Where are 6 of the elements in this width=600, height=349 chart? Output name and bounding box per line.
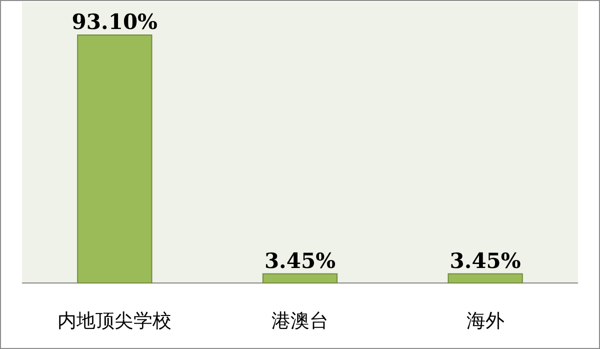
x-tick-label: 港澳台 bbox=[272, 311, 328, 332]
data-label: 3.45% bbox=[450, 248, 521, 273]
x-tick-label: 海外 bbox=[466, 311, 504, 332]
data-label: 3.45% bbox=[264, 248, 336, 273]
x-tick-label: 内地顶尖学校 bbox=[58, 311, 172, 332]
data-label: 93.10% bbox=[72, 9, 158, 34]
